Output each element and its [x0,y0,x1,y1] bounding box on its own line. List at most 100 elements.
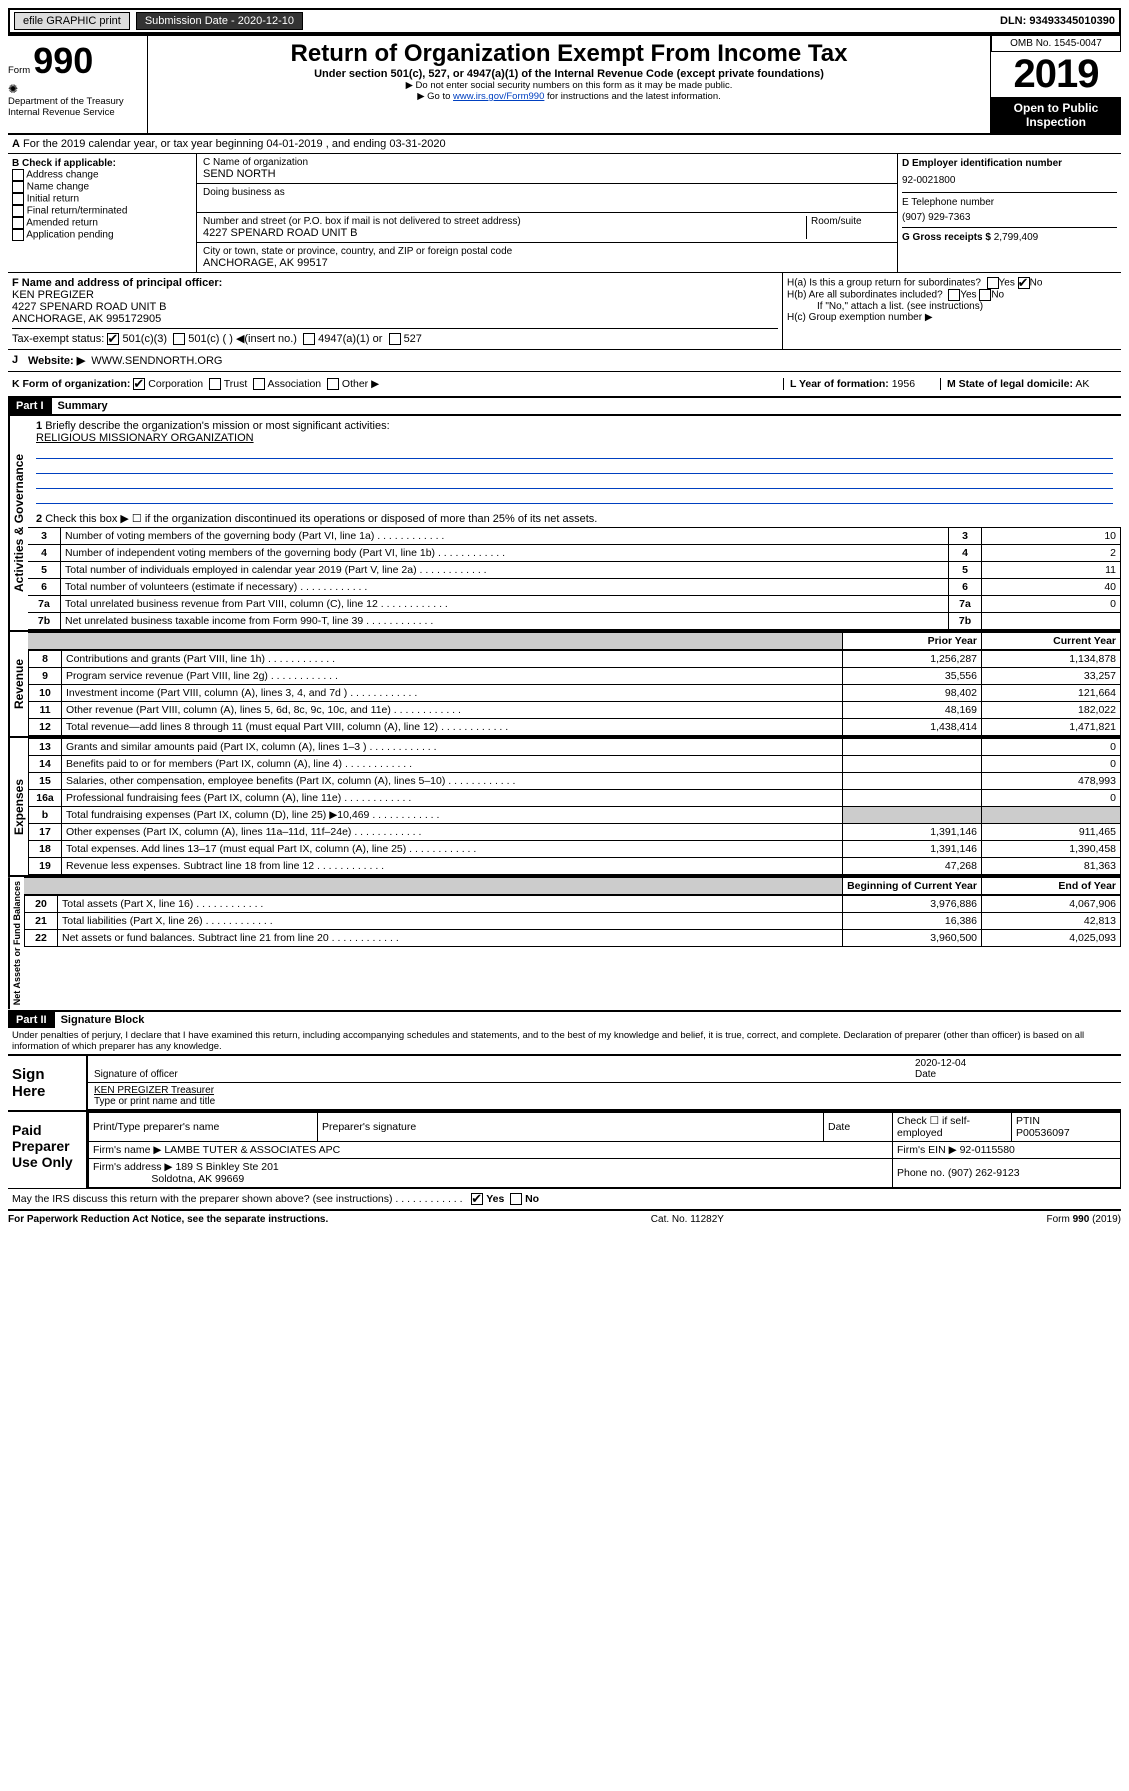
form-number: 990 [33,40,93,81]
check-assoc[interactable] [253,378,265,390]
check-ha-no[interactable] [1018,277,1030,289]
table-row: 7aTotal unrelated business revenue from … [28,596,1121,613]
check-trust[interactable] [209,378,221,390]
officer-label: F Name and address of principal officer: [12,277,222,289]
table-row: 5Total number of individuals employed in… [28,562,1121,579]
check-amended[interactable]: Amended return [12,217,192,229]
org-name: SEND NORTH [203,168,276,180]
check-ha-yes[interactable] [987,277,999,289]
revenue-section: Revenue Prior YearCurrent Year 8Contribu… [8,630,1121,736]
firm-ein: 92-0115580 [960,1144,1015,1156]
officer-name: KEN PREGIZER [12,289,94,301]
check-501c[interactable] [173,333,185,345]
firm-name: LAMBE TUTER & ASSOCIATES APC [164,1144,340,1156]
netassets-section: Net Assets or Fund Balances Beginning of… [8,875,1121,1009]
phone-value: (907) 929-7363 [902,208,1117,227]
sign-here-label: Sign Here [8,1056,86,1110]
irs-label: Internal Revenue Service [8,107,143,118]
name-label: C Name of organization [203,157,308,168]
check-initial-return[interactable]: Initial return [12,193,192,205]
table-row: 4Number of independent voting members of… [28,545,1121,562]
box-b-label: B Check if applicable: [12,158,116,169]
table-row: 8Contributions and grants (Part VIII, li… [29,651,1121,668]
perjury-text: Under penalties of perjury, I declare th… [8,1028,1121,1054]
check-hb-yes[interactable] [948,289,960,301]
ein-value: 92-0021800 [902,169,1117,192]
table-row: 21Total liabilities (Part X, line 26)16,… [25,913,1121,930]
check-final-return[interactable]: Final return/terminated [12,205,192,217]
website-value: WWW.SENDNORTH.ORG [91,355,222,367]
governance-label: Activities & Governance [8,416,28,630]
table-row: bTotal fundraising expenses (Part IX, co… [29,807,1121,824]
ha-label: H(a) Is this a group return for subordin… [787,278,981,289]
check-discuss-no[interactable] [510,1193,522,1205]
line-a: For the 2019 calendar year, or tax year … [23,138,446,150]
paid-preparer-label: Paid Preparer Use Only [8,1112,86,1188]
expenses-section: Expenses 13Grants and similar amounts pa… [8,736,1121,875]
dba-label: Doing business as [203,187,285,198]
officer-addr2: ANCHORAGE, AK 995172905 [12,313,161,325]
omb-number: OMB No. 1545-0047 [991,36,1121,52]
topbar: efile GRAPHIC print Submission Date - 20… [8,8,1121,34]
revenue-label: Revenue [8,632,28,736]
catalog-number: Cat. No. 11282Y [651,1214,724,1225]
governance-section: Activities & Governance 1 Briefly descri… [8,414,1121,630]
table-row: 7bNet unrelated business taxable income … [28,613,1121,630]
instructions-link[interactable]: www.irs.gov/Form990 [453,91,544,102]
check-corp[interactable] [133,378,145,390]
check-4947[interactable] [303,333,315,345]
subtitle-2: ▶ Do not enter social security numbers o… [156,80,982,91]
gross-receipts: 2,799,409 [994,232,1039,243]
tax-exempt-label: Tax-exempt status: [12,333,104,345]
check-other[interactable] [327,378,339,390]
sign-here-section: Sign Here Signature of officer 2020-12-0… [8,1054,1121,1110]
hb-note: If "No," attach a list. (see instruction… [787,301,1117,312]
addr-label: Number and street (or P.O. box if mail i… [203,216,521,227]
officer-typed-name: KEN PREGIZER Treasurer [94,1085,214,1096]
ptin-value: P00536097 [1016,1127,1070,1139]
table-row: 9Program service revenue (Part VIII, lin… [29,668,1121,685]
city-state-zip: ANCHORAGE, AK 99517 [203,257,328,269]
year-formation: 1956 [892,378,915,390]
section-fh: F Name and address of principal officer:… [8,272,1121,349]
pra-notice: For Paperwork Reduction Act Notice, see … [8,1214,328,1225]
firm-addr2: Soldotna, AK 99669 [151,1173,244,1185]
check-501c3[interactable] [107,333,119,345]
ein-label: D Employer identification number [902,158,1062,169]
firm-phone: (907) 262-9123 [948,1167,1020,1179]
street-address: 4227 SPENARD ROAD UNIT B [203,227,357,239]
subtitle-1: Under section 501(c), 527, or 4947(a)(1)… [156,68,982,80]
expenses-label: Expenses [8,738,28,875]
open-public-badge: Open to PublicInspection [991,97,1121,133]
phone-label: E Telephone number [902,197,994,208]
check-527[interactable] [389,333,401,345]
check-app-pending[interactable]: Application pending [12,229,192,241]
table-row: 16aProfessional fundraising fees (Part I… [29,790,1121,807]
state-domicile: AK [1075,378,1089,390]
efile-button[interactable]: efile GRAPHIC print [14,12,130,30]
table-row: 19Revenue less expenses. Subtract line 1… [29,858,1121,875]
table-row: 11Other revenue (Part VIII, column (A), … [29,702,1121,719]
gross-receipts-label: G Gross receipts $ [902,232,991,243]
check-name-change[interactable]: Name change [12,181,192,193]
form-header: Form 990 ✺ Department of the Treasury In… [8,34,1121,133]
check-address-change[interactable]: Address change [12,169,192,181]
sign-date: 2020-12-04 [915,1058,966,1069]
check-hb-no[interactable] [979,289,991,301]
table-row: 14Benefits paid to or for members (Part … [29,756,1121,773]
table-row: 17Other expenses (Part IX, column (A), l… [29,824,1121,841]
city-label: City or town, state or province, country… [203,246,512,257]
form-title: Return of Organization Exempt From Incom… [156,40,982,68]
part-2-header: Part IISignature Block [8,1010,1121,1028]
table-row: 18Total expenses. Add lines 13–17 (must … [29,841,1121,858]
section-klm: K Form of organization: Corporation Trus… [8,372,1121,398]
hc-label: H(c) Group exemption number ▶ [787,312,1117,323]
room-label: Room/suite [811,216,862,227]
table-row: 6Total number of volunteers (estimate if… [28,579,1121,596]
part-1-header: Part ISummary [8,398,1121,414]
netassets-label: Net Assets or Fund Balances [8,877,24,1009]
table-row: 3Number of voting members of the governi… [28,528,1121,545]
hb-label: H(b) Are all subordinates included? [787,290,943,301]
check-discuss-yes[interactable] [471,1193,483,1205]
form-word: Form [8,65,30,76]
